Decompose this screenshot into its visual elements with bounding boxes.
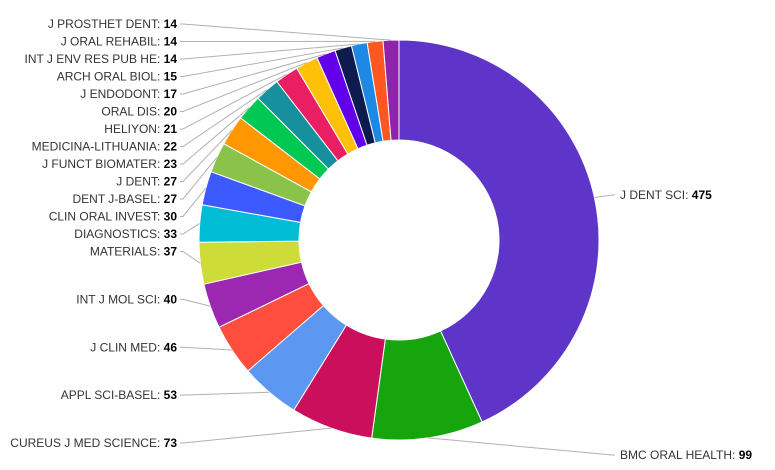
- data-label-j-dent: J DENT: 27: [116, 175, 177, 189]
- data-label-value: 475: [692, 188, 712, 202]
- data-label-appl-sci-basel: APPL SCI-BASEL: 53: [61, 388, 178, 402]
- leader-line-materials: [180, 251, 201, 264]
- data-label-value: 33: [164, 227, 178, 241]
- data-label-name: J PROSTHET DENT:: [48, 17, 164, 31]
- data-label-value: 20: [164, 105, 178, 119]
- data-label-name: DIAGNOSTICS:: [74, 227, 163, 241]
- data-label-value: 27: [164, 175, 178, 189]
- data-label-bmc-oral-health: BMC ORAL HEALTH: 99: [620, 448, 752, 462]
- data-label-diagnostics: DIAGNOSTICS: 33: [74, 227, 177, 241]
- data-label-name: J DENT:: [116, 175, 163, 189]
- data-label-value: 15: [164, 70, 178, 84]
- data-label-value: 23: [164, 157, 178, 171]
- leader-line-medicina-lithuania: [180, 89, 268, 147]
- leader-line-j-prosthet-dent: [180, 23, 392, 41]
- leader-line-cureus-j-med-science: [180, 427, 332, 444]
- data-label-materials: MATERIALS: 37: [90, 245, 177, 259]
- labels-group: J DENT SCI: 475 BMC ORAL HEALTH: 99 CUREUS…: [10, 17, 752, 462]
- data-label-name: BMC ORAL HEALTH:: [620, 448, 739, 462]
- data-label-name: MEDICINA-LITHUANIA:: [32, 140, 164, 154]
- data-label-value: 46: [164, 340, 178, 354]
- leader-lines-group: [180, 23, 615, 456]
- data-label-value: 14: [164, 52, 178, 66]
- data-label-name: INT J ENV RES PUB HE:: [24, 52, 163, 66]
- data-label-dent-j-basel: DENT J-BASEL: 27: [73, 192, 178, 206]
- data-label-j-clin-med: J CLIN MED: 46: [90, 340, 177, 354]
- leader-line-int-j-mol-sci: [180, 298, 211, 307]
- data-label-name: J ORAL REHABIL:: [61, 35, 164, 49]
- leader-line-heliyon: [180, 74, 287, 130]
- leader-line-j-endodont: [180, 53, 327, 95]
- data-label-clin-oral-invest: CLIN ORAL INVEST: 30: [49, 210, 178, 224]
- data-label-name: J CLIN MED:: [90, 340, 163, 354]
- data-label-name: HELIYON:: [104, 122, 163, 136]
- data-label-value: 37: [164, 245, 178, 259]
- data-label-name: J ENDODONT:: [80, 87, 163, 101]
- data-label-value: 99: [739, 448, 753, 462]
- leader-line-j-dent-sci: [594, 194, 615, 198]
- data-label-name: DENT J-BASEL:: [73, 192, 164, 206]
- data-label-name: APPL SCI-BASEL:: [61, 388, 164, 402]
- leader-line-int-j-env-res-pub-he: [180, 43, 360, 60]
- data-label-arch-oral-biol: ARCH ORAL BIOL: 15: [57, 70, 178, 84]
- leader-line-dent-j-basel: [180, 157, 218, 200]
- leader-line-appl-sci-basel: [180, 391, 270, 396]
- leader-line-oral-dis: [180, 62, 307, 112]
- slice-j-dent-sci[interactable]: [398, 39, 600, 423]
- slices-group: [198, 39, 600, 441]
- data-label-name: ORAL DIS:: [101, 105, 163, 119]
- data-label-cureus-j-med-science: CUREUS J MED SCIENCE: 73: [10, 436, 177, 450]
- data-label-value: 14: [164, 17, 178, 31]
- leader-line-bmc-oral-health: [427, 437, 615, 456]
- data-label-value: 40: [164, 292, 178, 306]
- data-label-int-j-mol-sci: INT J MOL SCI: 40: [76, 292, 177, 306]
- data-label-value: 30: [164, 210, 178, 224]
- data-label-value: 73: [164, 436, 178, 450]
- data-label-name: J FUNCT BIOMATER:: [42, 157, 164, 171]
- data-label-j-endodont: J ENDODONT: 17: [80, 87, 177, 101]
- leader-line-arch-oral-biol: [180, 47, 344, 77]
- leader-line-j-clin-med: [180, 346, 233, 351]
- data-label-value: 21: [164, 122, 178, 136]
- data-label-medicina-lithuania: MEDICINA-LITHUANIA: 22: [32, 140, 178, 154]
- data-label-heliyon: HELIYON: 21: [104, 122, 177, 136]
- leader-line-diagnostics: [180, 223, 200, 235]
- data-label-oral-dis: ORAL DIS: 20: [101, 105, 177, 119]
- data-label-value: 53: [164, 388, 178, 402]
- data-label-j-oral-rehabil: J ORAL REHABIL: 14: [61, 35, 178, 49]
- data-label-value: 27: [164, 192, 178, 206]
- data-label-j-funct-biomater: J FUNCT BIOMATER: 23: [42, 157, 177, 171]
- leader-line-j-funct-biomater: [180, 107, 250, 165]
- data-label-name: CLIN ORAL INVEST:: [49, 210, 164, 224]
- leader-line-j-dent: [180, 130, 233, 182]
- data-label-value: 14: [164, 35, 178, 49]
- data-label-name: J DENT SCI:: [620, 188, 692, 202]
- data-label-int-j-env-res-pub-he: INT J ENV RES PUB HE: 14: [24, 52, 177, 66]
- data-label-value: 17: [164, 87, 178, 101]
- data-label-name: MATERIALS:: [90, 245, 164, 259]
- data-label-name: INT J MOL SCI:: [76, 292, 163, 306]
- data-label-j-dent-sci: J DENT SCI: 475: [620, 188, 712, 202]
- data-label-value: 22: [164, 140, 178, 154]
- data-label-name: CUREUS J MED SCIENCE:: [10, 436, 163, 450]
- data-label-name: ARCH ORAL BIOL:: [57, 70, 164, 84]
- data-label-j-prosthet-dent: J PROSTHET DENT: 14: [48, 17, 177, 31]
- leader-line-clin-oral-invest: [180, 187, 207, 217]
